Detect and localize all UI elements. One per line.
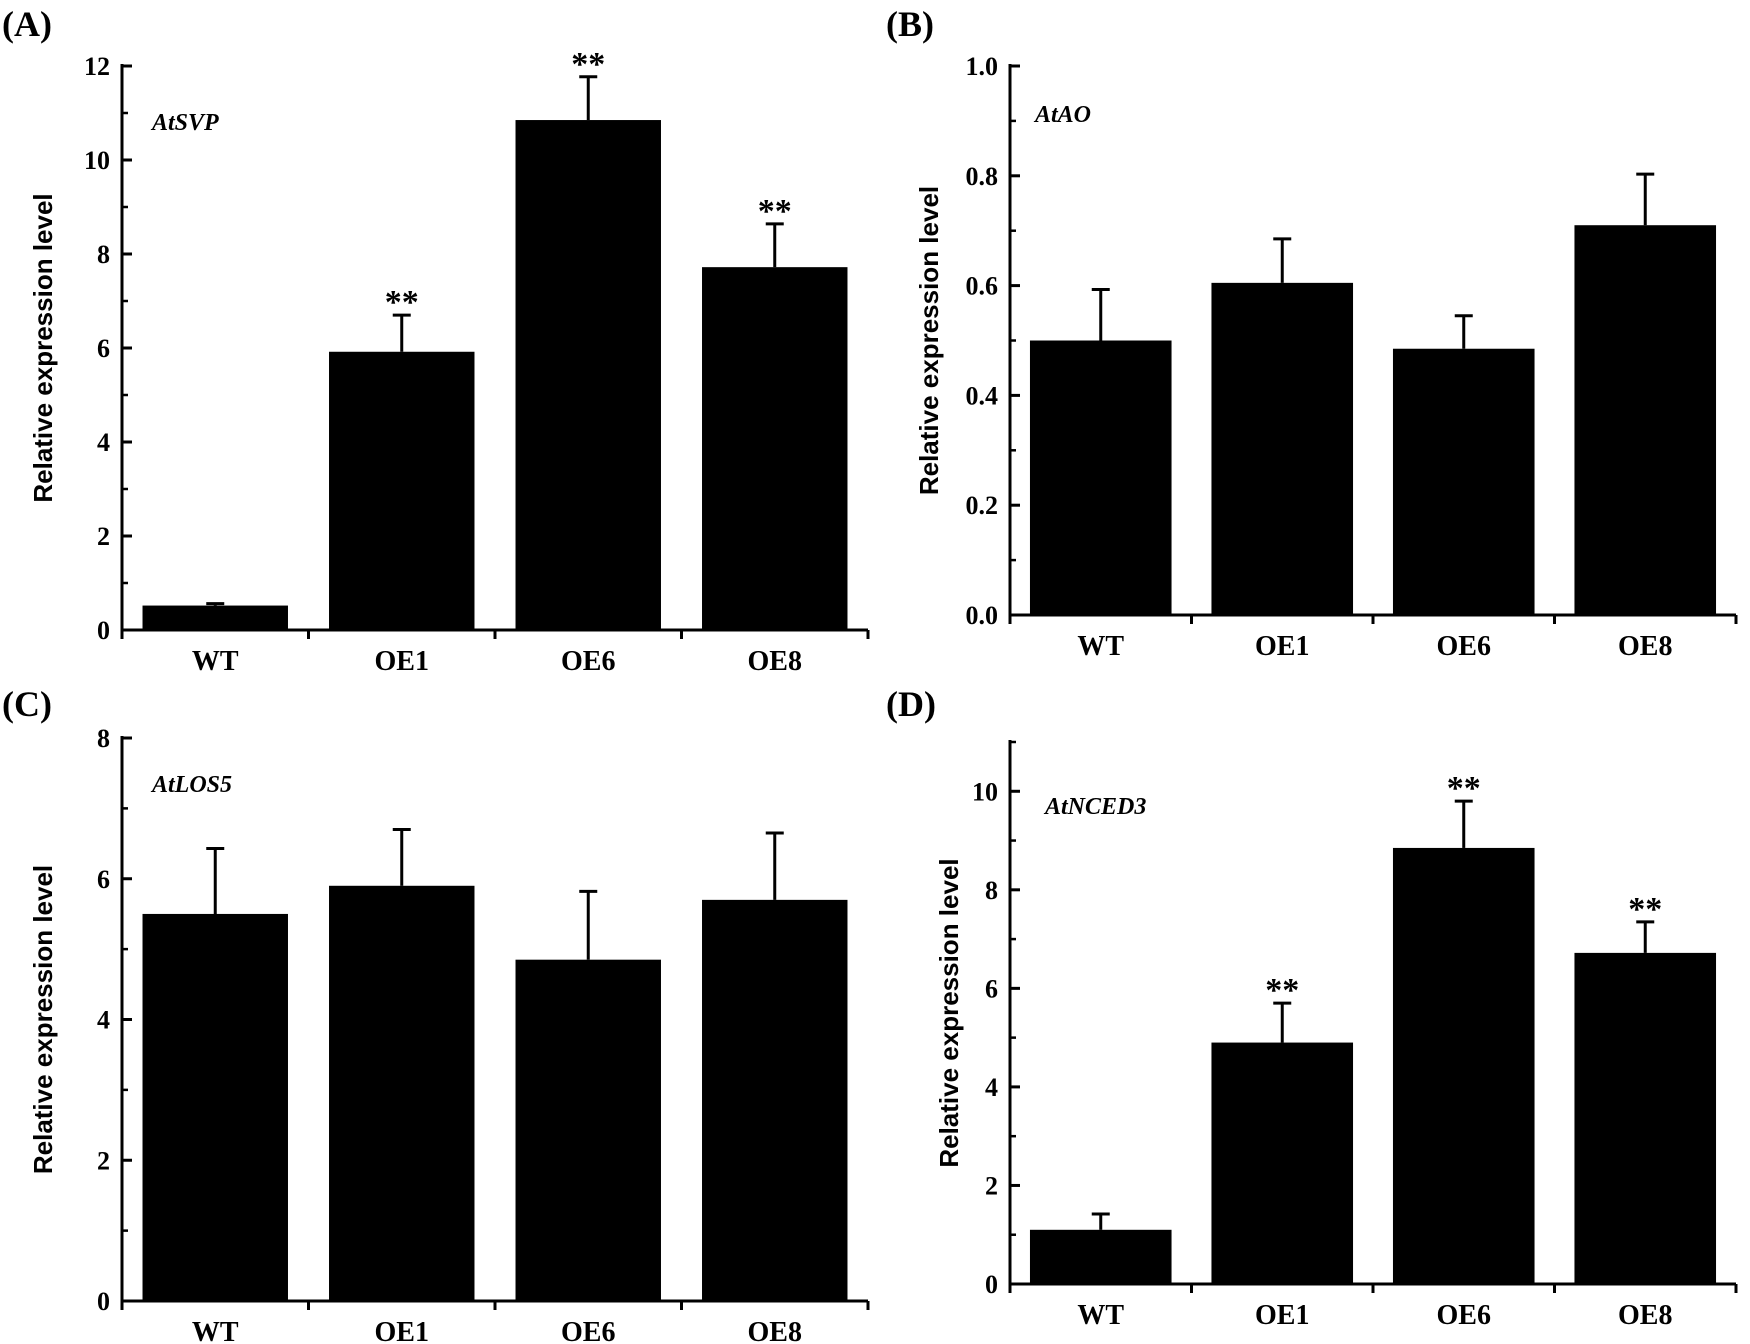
- y-tick-label: 8: [97, 240, 110, 269]
- x-tick-label: OE6: [561, 646, 615, 677]
- y-axis-title: Relative expression level: [28, 193, 58, 502]
- panel-1: (B) 0.0 0.2 0.4 0.6 0.8 1.0 Relative expression…: [886, 4, 1738, 662]
- y-tick-label: 0.0: [966, 601, 999, 630]
- y-axis-title: Relative expression level: [28, 865, 58, 1174]
- y-tick-label: 2: [985, 1171, 998, 1200]
- y-axis-title: Relative expression level: [914, 186, 944, 495]
- x-tick-label: OE1: [375, 1317, 429, 1344]
- y-tick-label: 0: [985, 1270, 998, 1299]
- panel-label: (D): [886, 684, 936, 724]
- panel-0: (A) 0 2 4 6 8 10 12 Relative expression level AtS…: [2, 4, 870, 677]
- y-tick-label: 2: [97, 522, 110, 551]
- y-tick-label: 6: [97, 334, 110, 363]
- x-tick-label: OE6: [1437, 631, 1491, 662]
- gene-label: AtSVP: [150, 110, 219, 136]
- bar: [1211, 282, 1354, 615]
- significance-marker: **: [1447, 770, 1481, 807]
- significance-marker: **: [571, 46, 605, 83]
- x-tick-label: OE1: [375, 646, 429, 677]
- x-tick-label: OE1: [1255, 631, 1309, 662]
- y-tick-label: 4: [97, 1006, 110, 1035]
- x-tick-label: OE8: [748, 646, 802, 677]
- y-tick-label: 6: [985, 974, 998, 1003]
- bar: [1211, 1042, 1354, 1284]
- bar: [1029, 1229, 1172, 1284]
- bar: [515, 959, 661, 1301]
- y-tick-label: 10: [84, 146, 110, 175]
- y-tick-label: 0.8: [966, 162, 999, 191]
- y-tick-label: 4: [985, 1073, 998, 1102]
- y-tick-label: 0.2: [966, 491, 999, 520]
- x-tick-label: WT: [1077, 631, 1124, 662]
- bar: [702, 267, 848, 630]
- y-tick-label: 0.6: [966, 272, 999, 301]
- y-tick-label: 1.0: [966, 52, 999, 81]
- y-tick-label: 0: [97, 616, 110, 645]
- x-tick-label: OE6: [561, 1317, 615, 1344]
- x-tick-label: OE8: [1618, 1300, 1672, 1331]
- x-tick-label: OE6: [1437, 1300, 1491, 1331]
- x-tick-label: WT: [1077, 1300, 1124, 1331]
- bar: [702, 899, 848, 1301]
- y-tick-label: 0: [97, 1287, 110, 1316]
- x-tick-label: OE8: [748, 1317, 802, 1344]
- y-tick-label: 8: [97, 724, 110, 753]
- panel-3: (D) 0 2 4 6 8 10 Relative expression level AtNCE…: [886, 684, 1738, 1331]
- y-tick-label: 4: [97, 428, 110, 457]
- y-tick-label: 6: [97, 865, 110, 894]
- y-tick-label: 10: [972, 777, 998, 806]
- y-tick-label: 8: [985, 876, 998, 905]
- panel-label: (A): [2, 4, 52, 44]
- x-tick-label: WT: [192, 1317, 239, 1344]
- gene-label: AtLOS5: [150, 772, 232, 798]
- significance-marker: **: [1265, 972, 1299, 1009]
- bar: [1392, 348, 1535, 615]
- bar: [1574, 952, 1717, 1284]
- bar: [515, 120, 661, 631]
- significance-marker: **: [385, 284, 419, 321]
- bar: [329, 885, 475, 1301]
- panel-label: (C): [2, 684, 52, 724]
- bar: [1574, 225, 1717, 615]
- significance-marker: **: [1628, 891, 1662, 928]
- bar: [1392, 847, 1535, 1284]
- x-tick-label: OE8: [1618, 631, 1672, 662]
- gene-label: AtAO: [1033, 102, 1091, 128]
- y-tick-label: 0.4: [966, 381, 999, 410]
- bar: [142, 913, 288, 1301]
- panel-label: (B): [886, 4, 934, 44]
- y-tick-label: 12: [84, 52, 110, 81]
- x-tick-label: WT: [192, 646, 239, 677]
- bar: [1029, 340, 1172, 615]
- x-tick-label: OE1: [1255, 1300, 1309, 1331]
- y-axis-title: Relative expression level: [934, 858, 964, 1167]
- panel-2: (C) 0 2 4 6 8 Relative expression level AtLOS5 W…: [2, 684, 870, 1344]
- bar: [329, 351, 475, 630]
- gene-label: AtNCED3: [1043, 794, 1146, 820]
- y-tick-label: 2: [97, 1146, 110, 1175]
- bar: [142, 605, 288, 630]
- significance-marker: **: [758, 193, 792, 230]
